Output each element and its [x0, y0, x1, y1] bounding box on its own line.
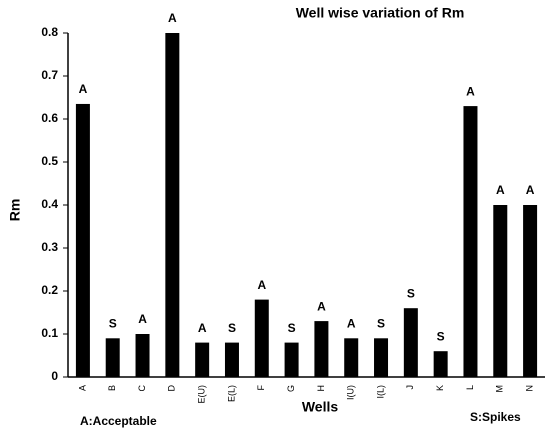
- bar-annotation: S: [407, 286, 415, 300]
- bar: [344, 338, 359, 377]
- legend-note: S:Spikes: [470, 410, 521, 424]
- x-tick-label: A: [77, 385, 87, 391]
- x-tick-label: N: [524, 385, 534, 392]
- bar: [75, 103, 90, 377]
- bar: [523, 205, 538, 377]
- bar-annotation: A: [138, 312, 147, 326]
- chart-title: Well wise variation of Rm: [296, 5, 465, 21]
- y-tick-label: 0.7: [41, 68, 58, 82]
- x-tick-label: J: [405, 385, 415, 390]
- x-tick-label: F: [256, 385, 266, 391]
- bar: [493, 205, 508, 377]
- bar: [135, 334, 150, 377]
- bar: [195, 342, 210, 377]
- bar-annotation: A: [168, 11, 177, 25]
- bar-annotation: A: [496, 183, 505, 197]
- x-tick-label: E(U): [197, 385, 207, 404]
- y-tick-label: 0.4: [41, 197, 58, 211]
- bar: [374, 338, 389, 377]
- bar-annotation: S: [109, 316, 117, 330]
- x-tick-label: C: [137, 385, 147, 392]
- y-tick-label: 0.8: [41, 25, 58, 39]
- bar-annotation: A: [347, 316, 356, 330]
- bar: [433, 351, 448, 377]
- bar: [254, 299, 269, 377]
- x-tick-label: E(L): [226, 385, 236, 402]
- y-tick-label: 0.2: [41, 283, 58, 297]
- legend-note: A:Acceptable: [80, 414, 157, 428]
- x-tick-label: H: [316, 385, 326, 392]
- bar: [105, 338, 120, 377]
- bar-annotation: S: [228, 321, 236, 335]
- y-tick-label: 0.3: [41, 240, 58, 254]
- x-tick-label: L: [465, 385, 475, 390]
- x-tick-label: I(U): [346, 385, 356, 400]
- bar-annotation: S: [377, 316, 385, 330]
- bar-annotation: A: [198, 321, 207, 335]
- y-tick-label: 0.6: [41, 111, 58, 125]
- bar: [284, 342, 299, 377]
- x-tick-label: I(L): [375, 385, 385, 399]
- x-tick-label: B: [107, 385, 117, 391]
- bar-annotation: A: [466, 84, 475, 98]
- y-tick-label: 0.5: [41, 154, 58, 168]
- bar-annotation: S: [288, 321, 296, 335]
- x-axis-label: Wells: [302, 399, 339, 415]
- bar: [463, 106, 478, 377]
- x-tick-label: G: [286, 385, 296, 392]
- y-tick-label: 0.1: [41, 326, 58, 340]
- bar-annotation: A: [79, 82, 88, 96]
- y-tick-label: 0: [51, 369, 58, 383]
- bar-annotation: S: [437, 329, 445, 343]
- x-tick-label: D: [167, 385, 177, 392]
- x-tick-label: M: [495, 385, 505, 393]
- bar: [314, 321, 329, 377]
- x-tick-label: K: [435, 385, 445, 391]
- y-axis-label: Rm: [7, 199, 23, 222]
- bar-annotation: A: [257, 278, 266, 292]
- bar: [403, 308, 418, 377]
- bar: [224, 342, 239, 377]
- bar-annotation: A: [526, 183, 535, 197]
- bar-annotation: A: [317, 299, 326, 313]
- bar: [165, 33, 180, 377]
